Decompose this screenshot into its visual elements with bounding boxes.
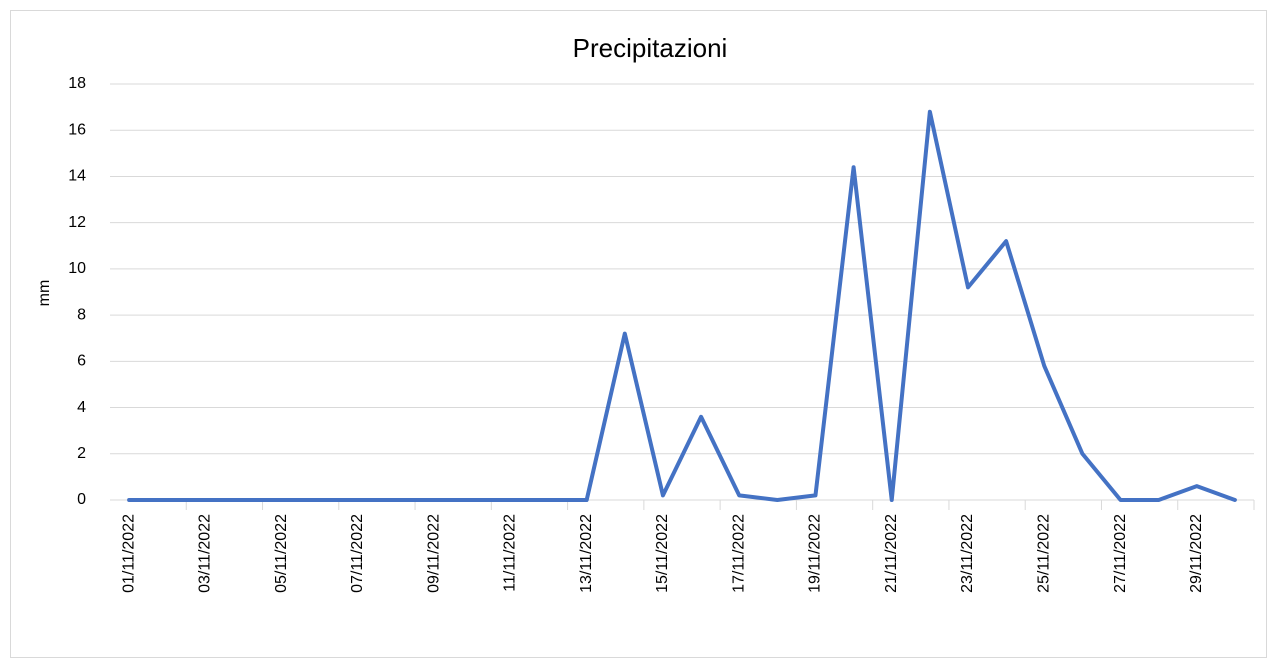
x-tick-label: 23/11/2022	[959, 514, 976, 593]
x-tick-label: 25/11/2022	[1035, 514, 1052, 593]
y-tick-label: 4	[77, 399, 86, 416]
y-tick-label: 12	[68, 214, 86, 231]
y-tick-label: 2	[77, 445, 86, 462]
chart-frame	[10, 10, 1267, 658]
y-tick-label: 0	[77, 491, 86, 508]
x-tick-label: 11/11/2022	[502, 514, 519, 592]
y-tick-label: 8	[77, 306, 86, 323]
x-tick-label: 09/11/2022	[425, 514, 442, 593]
data-line	[127, 109, 1237, 502]
chart-title: Precipitazioni	[573, 33, 728, 63]
x-tick-label: 29/11/2022	[1188, 514, 1205, 593]
y-tick-label: 6	[77, 353, 86, 370]
y-tick-label: 14	[68, 168, 86, 185]
x-tick-label: 01/11/2022	[120, 514, 137, 593]
y-tick-label: 16	[68, 121, 86, 138]
x-tick-label: 05/11/2022	[273, 514, 290, 593]
x-tick-label: 15/11/2022	[654, 514, 671, 593]
y-tick-label: 10	[68, 260, 86, 277]
y-axis-label: mm	[36, 280, 53, 307]
x-tick-label: 17/11/2022	[730, 514, 747, 593]
x-tick-label: 21/11/2022	[883, 514, 900, 593]
x-tick-label: 07/11/2022	[349, 514, 366, 593]
x-tick-label: 19/11/2022	[807, 514, 824, 593]
y-tick-label: 18	[68, 75, 86, 92]
x-tick-label: 03/11/2022	[197, 514, 214, 593]
x-tick-label: 13/11/2022	[578, 514, 595, 593]
x-tick-label: 27/11/2022	[1112, 514, 1129, 593]
